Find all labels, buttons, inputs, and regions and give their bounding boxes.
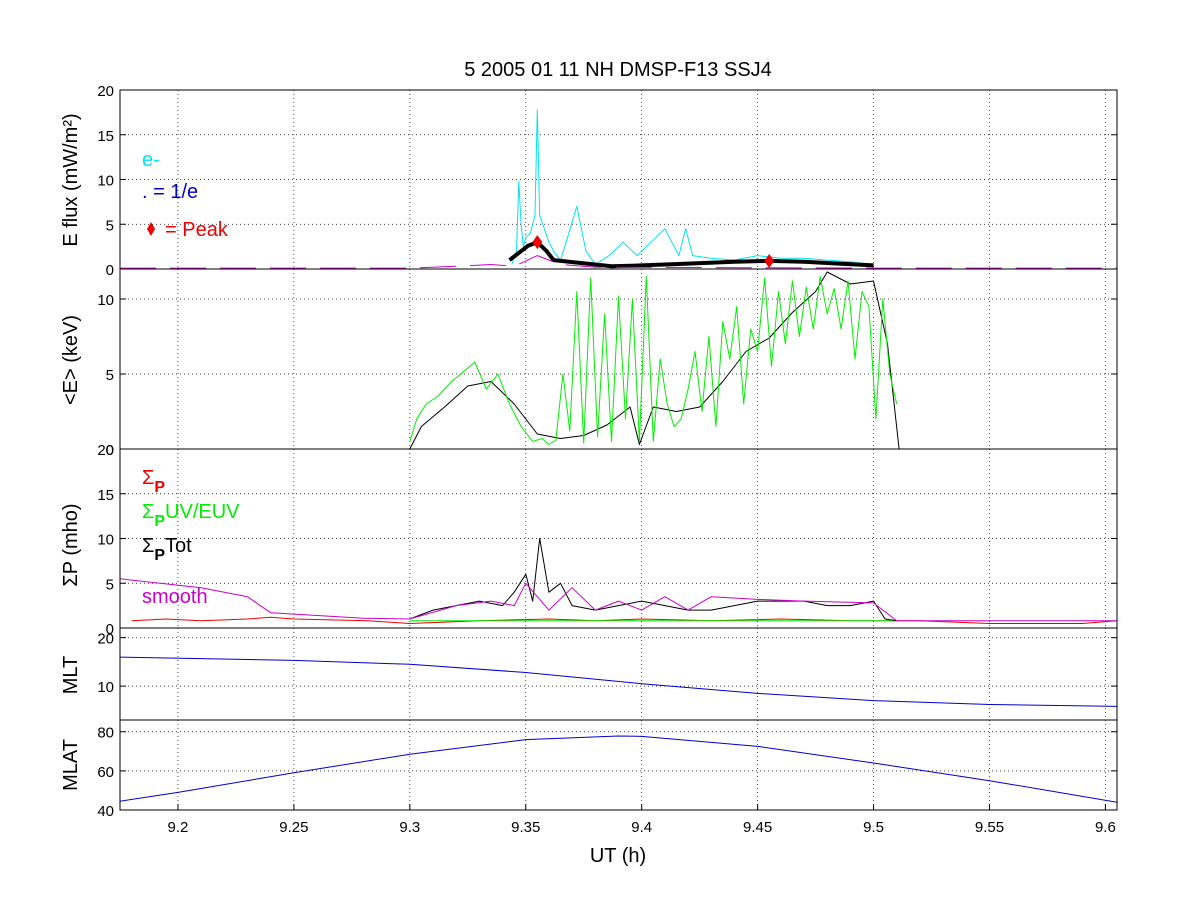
panel-sigma: 0 5 10 15 20 ΣP (mho)	[60, 442, 1118, 638]
y-tick-label: 10	[97, 173, 114, 190]
legend-item: ΣP	[142, 467, 165, 496]
series-group-eflux	[120, 109, 1117, 269]
panel-mlat: 40 60 80 MLAT	[60, 719, 1118, 820]
legend-item: = Peak	[165, 219, 229, 241]
x-axis-label: UT (h)	[590, 845, 646, 867]
series-group-sigma	[120, 538, 1117, 624]
y-tick-label: 5	[106, 576, 114, 593]
legend-eflux: e- . = 1/e = Peak	[142, 149, 229, 241]
y-tick-label: 40	[97, 803, 114, 820]
series-line	[511, 109, 874, 265]
y-tick-label: 15	[97, 487, 114, 504]
legend-item: . = 1/e	[142, 181, 198, 203]
y-tick-label: 20	[97, 631, 114, 648]
legend-sigma: ΣP ΣPUV/EUV ΣPTot smooth	[142, 467, 240, 608]
series-line	[409, 538, 897, 622]
legend-item: e-	[142, 149, 160, 171]
x-axis: 9.2 9.25 9.3 9.35 9.4 9.45 9.5 9.55 9.6	[168, 804, 1116, 836]
panel-energy: 0 5 10 <E> (keV)	[60, 268, 1118, 459]
y-axis-label: MLAT	[60, 739, 82, 791]
series-group-mlt	[120, 656, 1117, 707]
x-tick-label: 9.5	[863, 819, 884, 836]
y-axis-label: E flux (mW/m²)	[60, 113, 82, 246]
series-line	[120, 255, 1117, 269]
series-group-energy	[409, 271, 900, 449]
panel-mlt: 10 20 MLT	[60, 627, 1118, 721]
y-axis-label: <E> (keV)	[60, 315, 82, 405]
y-tick-label: 10	[97, 532, 114, 549]
x-tick-label: 9.2	[168, 819, 189, 836]
y-tick-label: 60	[97, 764, 114, 781]
legend-marker	[147, 222, 155, 236]
x-tick-label: 9.25	[279, 819, 308, 836]
y-axis-label: ΣP (mho)	[60, 503, 82, 586]
legend-item: ΣPUV/EUV	[142, 501, 240, 530]
panel-frame	[119, 719, 1118, 811]
series-group-mlat	[120, 735, 1117, 803]
y-tick-label: 0	[106, 262, 114, 279]
y-axis-label: MLT	[60, 656, 82, 695]
peak-marker	[532, 235, 543, 250]
legend-item: smooth	[142, 586, 208, 608]
peak-marker	[764, 253, 775, 268]
x-tick-label: 9.55	[975, 819, 1004, 836]
series-line	[120, 656, 1117, 707]
y-tick-label: 15	[97, 128, 114, 145]
y-tick-label: 10	[97, 292, 114, 309]
y-tick-label: 10	[97, 679, 114, 696]
series-line	[409, 276, 898, 445]
y-tick-label: 5	[106, 367, 114, 384]
panel-frame	[119, 89, 1118, 270]
y-tick-label: 0	[106, 442, 114, 459]
legend-item: ΣPTot	[142, 535, 192, 564]
series-line	[120, 578, 1117, 622]
x-tick-label: 9.4	[631, 819, 652, 836]
y-tick-label: 0	[106, 621, 114, 638]
series-line	[120, 735, 1117, 803]
x-tick-label: 9.3	[399, 819, 420, 836]
y-tick-label: 80	[97, 725, 114, 742]
y-tick-label: 20	[97, 442, 114, 459]
panel-eflux: 0 5 10 15 20 E flux (mW/m²)	[60, 83, 1118, 279]
y-tick-label: 5	[106, 217, 114, 234]
panel-frame	[119, 627, 1118, 721]
series-line	[409, 271, 900, 449]
x-tick-label: 9.45	[743, 819, 772, 836]
x-tick-label: 9.6	[1095, 819, 1116, 836]
x-tick-label: 9.35	[511, 819, 540, 836]
chart-title: 5 2005 01 11 NH DMSP-F13 SSJ4	[464, 59, 772, 81]
y-tick-label: 20	[97, 83, 114, 100]
series-line	[508, 240, 874, 269]
